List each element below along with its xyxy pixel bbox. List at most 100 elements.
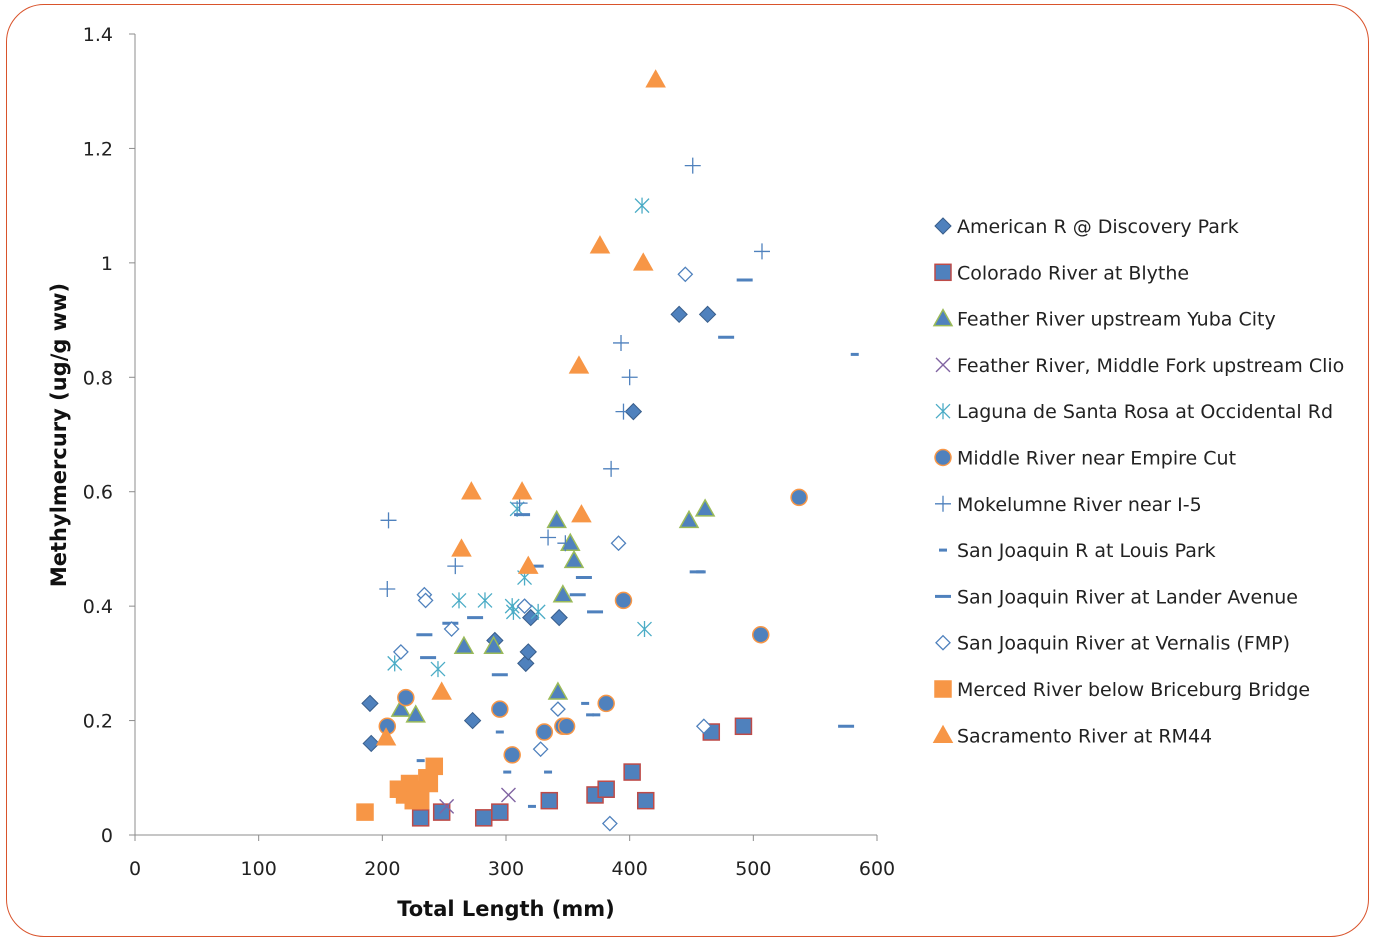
series-2: [390, 498, 716, 723]
data-point: [571, 504, 592, 523]
y-axis-title: Methylmercury (ug/g ww): [47, 283, 71, 587]
axes: 0 100 200 300 400 500 600 0 0.2 0.4 0.6 0.8 1 1.2 1.4: [83, 24, 895, 880]
data-point: [519, 643, 537, 661]
y-tick-label: 0.6: [83, 482, 113, 504]
data-point: [752, 626, 770, 644]
data-point: [547, 681, 569, 700]
legend: American R @ Discovery Park Colorado Rive…: [932, 216, 1344, 747]
data-point: [790, 488, 808, 507]
y-tick-label: 0: [101, 825, 113, 847]
legend-entry: San Joaquin R at Louis Park: [939, 540, 1216, 562]
legend-entry: Merced River below Briceburg Bridge: [934, 679, 1310, 701]
data-point: [392, 643, 409, 660]
legend-label: Feather River, Middle Fork upstream Clio: [957, 355, 1344, 377]
data-point: [603, 460, 620, 477]
legend-label: San Joaquin River at Lander Avenue: [957, 586, 1298, 608]
data-point: [694, 498, 716, 517]
data-point: [734, 717, 753, 736]
data-point: [597, 780, 615, 798]
data-point: [610, 535, 627, 552]
legend-label: Mokelumne River near I-5: [957, 494, 1202, 516]
data-point: [356, 803, 374, 821]
y-tick-label: 0.4: [83, 596, 113, 618]
data-point: [453, 635, 475, 654]
legend-marker: [935, 634, 951, 651]
legend-entry: Feather River, Middle Fork upstream Clio: [935, 355, 1344, 377]
series-7: [416, 352, 859, 808]
x-tick-label: 500: [735, 858, 771, 880]
data-point: [397, 688, 415, 707]
legend-label: Sacramento River at RM44: [957, 725, 1212, 747]
data-point: [634, 197, 650, 214]
data-point: [417, 592, 434, 609]
data-point: [560, 532, 581, 551]
legend-entry: Mokelumne River near I-5: [935, 494, 1202, 516]
data-point: [516, 598, 533, 615]
data-point: [443, 621, 460, 637]
legend-entry: Feather River upstream Yuba City: [932, 308, 1276, 331]
data-point: [637, 621, 652, 638]
data-points: [356, 69, 859, 832]
data-point: [463, 711, 482, 730]
data-point: [563, 549, 585, 569]
data-point: [420, 774, 439, 793]
data-point: [461, 481, 482, 500]
data-point: [615, 403, 632, 420]
data-point: [517, 555, 539, 574]
data-point: [698, 305, 717, 324]
legend-entry: Colorado River at Blythe: [934, 262, 1189, 284]
data-point: [624, 402, 643, 421]
data-point: [362, 734, 380, 753]
legend-entry: Middle River near Empire Cut: [934, 448, 1236, 470]
data-point: [546, 509, 567, 529]
data-point: [439, 798, 455, 814]
y-tick-label: 1.2: [83, 138, 113, 160]
legend-marker: [934, 448, 952, 467]
data-point: [361, 694, 379, 713]
data-point: [589, 235, 611, 254]
series-10: [356, 757, 444, 821]
data-point: [511, 481, 533, 500]
data-point: [530, 603, 546, 620]
x-tick-label: 0: [129, 858, 141, 880]
data-point: [753, 243, 770, 260]
data-point: [375, 727, 397, 746]
legend-entry: American R @ Discovery Park: [934, 216, 1239, 238]
series-3: [439, 787, 516, 814]
data-point: [636, 791, 655, 810]
legend-marker: [935, 495, 951, 512]
data-point: [621, 369, 638, 386]
x-tick-label: 100: [241, 858, 277, 880]
legend-label: Colorado River at Blythe: [957, 262, 1189, 284]
data-point: [431, 681, 452, 700]
data-point: [632, 252, 654, 271]
data-point: [684, 157, 701, 174]
data-point: [557, 535, 574, 552]
legend-label: San Joaquin R at Louis Park: [957, 540, 1216, 562]
data-point: [387, 655, 403, 672]
legend-marker: [934, 680, 952, 698]
data-point: [568, 355, 590, 374]
data-point: [390, 698, 412, 717]
chart-frame: [6, 4, 1369, 937]
data-point: [601, 815, 618, 832]
data-point: [550, 608, 568, 627]
data-point: [540, 529, 557, 546]
data-point: [411, 809, 430, 827]
legend-label: Middle River near Empire Cut: [957, 448, 1236, 470]
legend-entry: San Joaquin River at Lander Avenue: [935, 586, 1298, 608]
data-point: [670, 305, 688, 324]
series-8: [416, 278, 855, 728]
data-point: [623, 763, 641, 781]
legend-entry: Laguna de Santa Rosa at Occidental Rd: [935, 401, 1333, 423]
legend-marker: [932, 724, 954, 744]
series-0: [361, 305, 717, 753]
x-tick-label: 200: [364, 858, 400, 880]
y-tick-label: 1.4: [83, 24, 113, 46]
data-point: [535, 723, 554, 741]
data-point: [491, 803, 509, 821]
data-point: [677, 266, 694, 283]
x-tick-label: 600: [859, 858, 895, 880]
x-tick-label: 400: [612, 858, 648, 880]
